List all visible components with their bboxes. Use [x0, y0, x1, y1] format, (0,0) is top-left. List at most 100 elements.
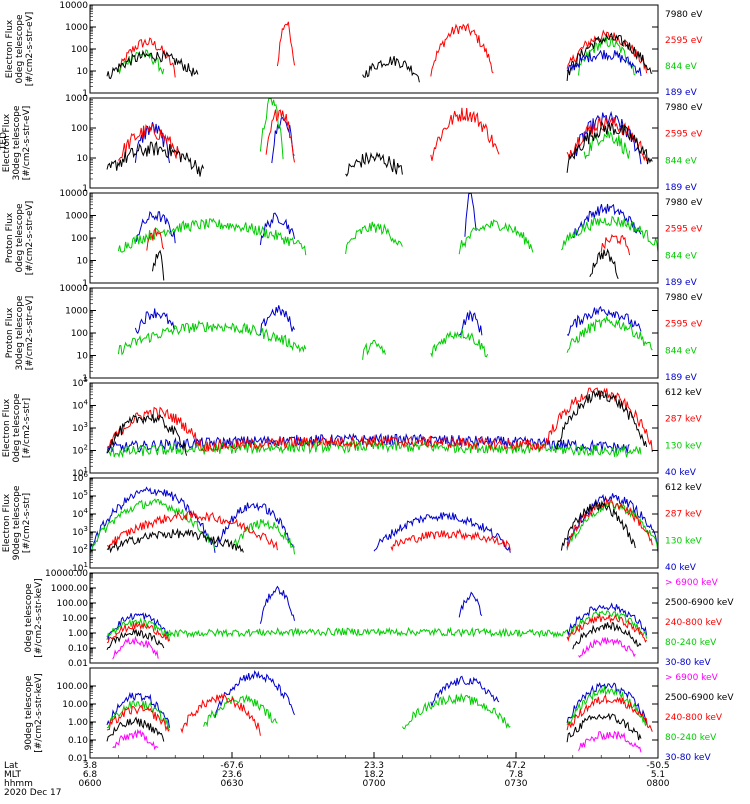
- x-tick-label: 5.1: [651, 770, 665, 780]
- y-axis-label: 0deg telescope: [15, 203, 25, 273]
- panel-frame: [89, 192, 659, 284]
- series-line: [566, 686, 648, 727]
- series-line: [106, 49, 199, 80]
- series-line: [117, 217, 307, 256]
- y-axis-label: MEPED: [0, 507, 2, 539]
- ted-label: TED: [0, 132, 9, 151]
- series-line: [430, 107, 500, 161]
- y-axis-label: 30deg telescope: [12, 105, 22, 180]
- y-axis-label: Electron Flux: [5, 19, 15, 78]
- series-line: [458, 591, 483, 618]
- y-tick-label: 10: [77, 257, 89, 267]
- series-line: [572, 622, 642, 650]
- series-line: [259, 305, 295, 336]
- series-line: [231, 518, 295, 555]
- legend-entry: 40 keV: [665, 468, 697, 478]
- series-line: [134, 122, 170, 164]
- x-tick-label: 0730: [505, 779, 528, 789]
- series-line: [566, 694, 653, 732]
- y-tick-label: 10.00: [62, 700, 88, 710]
- x-tick-label: 3.8: [83, 761, 98, 771]
- series-2500-6900-kev: [106, 622, 642, 651]
- series-240-800-kev: [106, 693, 653, 736]
- y-tick-label: 100.00: [57, 682, 89, 692]
- y-axis-label: Proton Flux: [5, 307, 15, 358]
- series-line: [600, 233, 631, 256]
- y-tick-label: 103: [72, 525, 88, 538]
- series-2595-ev: [118, 21, 648, 78]
- series-844-ev: [117, 215, 659, 256]
- series-287-kev: [106, 497, 653, 552]
- legend-entry: 2595 eV: [665, 225, 703, 235]
- series-line: [345, 151, 403, 177]
- series-line: [578, 636, 636, 658]
- panel-2: 1 10 100 1000 TED Electron Flux 30deg telescop…: [0, 94, 703, 194]
- series-line: [89, 486, 216, 554]
- series-line: [106, 627, 165, 651]
- y-tick-label: 103: [72, 421, 88, 434]
- series-line: [117, 122, 182, 163]
- series-line: [146, 227, 165, 251]
- y-tick-label: 100: [71, 329, 88, 339]
- legend-entry: 240-800 keV: [665, 618, 723, 628]
- series-line: [134, 308, 176, 335]
- x-tick-label: 47.2: [506, 761, 526, 771]
- y-tick-label: 100: [71, 124, 88, 134]
- y-tick-label: 10000: [59, 284, 88, 294]
- series--6900-kev: [112, 728, 642, 753]
- y-tick-label: 0.01: [68, 754, 88, 764]
- legend-entry: 30-80 keV: [665, 658, 711, 668]
- series-line: [106, 612, 170, 641]
- x-row-label: Lat: [4, 761, 19, 771]
- series-612-kev: [106, 500, 636, 554]
- panel-1: 1 10 100 1000 10000 Electron Flux 0deg telesco…: [5, 1, 703, 99]
- y-axis-label: [#/cm2-s-str]: [22, 398, 32, 458]
- series-line: [566, 305, 642, 337]
- legend-entry: 844 eV: [665, 251, 698, 261]
- y-tick-label: 1000.00: [51, 584, 88, 594]
- series-line: [566, 120, 653, 173]
- y-tick-label: 1: [82, 184, 88, 194]
- x-tick-label: 0700: [363, 779, 386, 789]
- legend-entry: 2595 eV: [665, 36, 703, 46]
- series-line: [135, 211, 176, 244]
- y-axis-label: Electron Flux: [2, 493, 12, 552]
- legend-entry: 7980 eV: [665, 293, 703, 303]
- y-tick-label: 0.10: [68, 644, 88, 654]
- y-axis-label: TED: [0, 134, 2, 153]
- y-tick-label: 10000: [59, 189, 88, 199]
- series-line: [459, 309, 483, 336]
- series-2500-6900-kev: [106, 712, 642, 743]
- series-line: [566, 493, 659, 549]
- y-axis-label: 90deg telescope: [12, 485, 22, 560]
- y-tick-label: 1000: [65, 212, 88, 222]
- y-axis-label: 0deg telescope: [24, 583, 34, 653]
- x-tick-label: 0630: [221, 779, 244, 789]
- series-80-240-kev: [106, 610, 648, 642]
- y-tick-label: 10: [77, 352, 89, 362]
- series-line: [566, 497, 653, 547]
- y-axis-label: [#/cm2-s-str]: [22, 493, 32, 553]
- y-tick-label: 1: [82, 279, 88, 289]
- legend-entry: > 6900 keV: [665, 578, 719, 588]
- series-80-240-kev: [106, 686, 648, 730]
- legend-entry: 287 keV: [665, 415, 702, 425]
- series-line: [117, 319, 307, 356]
- series--6900-kev: [112, 635, 636, 660]
- series-40-kev: [89, 486, 659, 554]
- y-tick-label: 105: [72, 489, 88, 502]
- legend-entry: 189 eV: [665, 88, 698, 98]
- series-line: [106, 140, 205, 177]
- y-axis-label: [#/cm2-s-str-keV]: [34, 578, 44, 657]
- series-line: [566, 681, 648, 725]
- series-189-ev: [134, 305, 642, 337]
- series-line: [589, 248, 619, 279]
- series-line: [106, 621, 170, 644]
- legend-entry: 844 eV: [665, 346, 698, 356]
- series-line: [152, 249, 165, 281]
- y-tick-label: 1: [82, 89, 88, 99]
- panel-7: 0.01 0.10 1.00 10.00 100.00 1000.00 10000.00 0d…: [24, 569, 734, 669]
- series-line: [106, 509, 278, 551]
